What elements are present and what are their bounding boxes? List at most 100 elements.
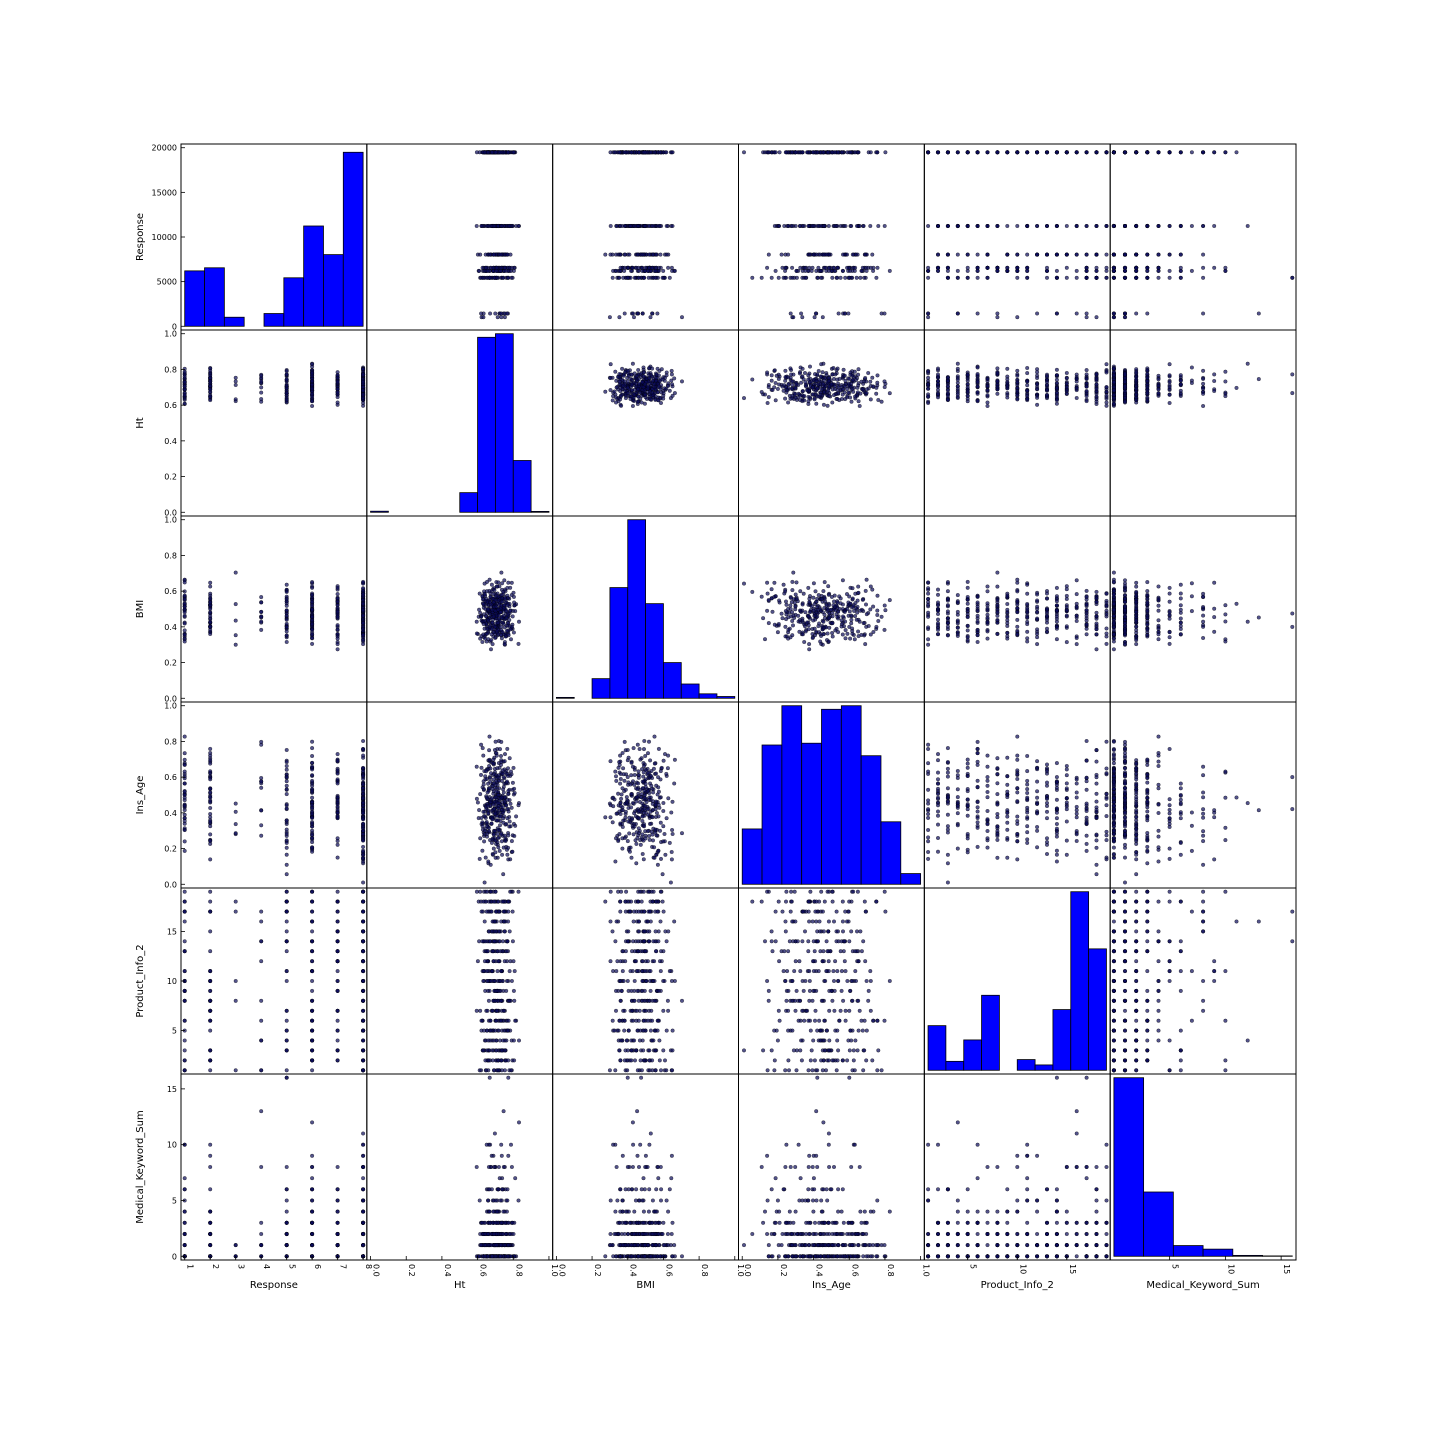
scatter-point — [608, 388, 613, 393]
scatter-point — [493, 150, 498, 155]
scatter-point — [783, 624, 788, 629]
scatter-point — [1167, 373, 1172, 378]
scatter-point — [1045, 591, 1049, 596]
scatter-point — [772, 622, 777, 627]
scatter-point — [750, 275, 755, 280]
scatter-point — [1025, 629, 1030, 634]
scatter-point — [1156, 391, 1161, 396]
cell-Response-vs-Response — [180, 143, 368, 331]
scatter-point — [284, 624, 289, 629]
scatter-point — [835, 377, 840, 382]
scatter-point — [1074, 396, 1079, 400]
scatter-point — [499, 570, 504, 575]
scatter-point — [1054, 637, 1059, 642]
scatter-point — [509, 265, 514, 270]
scatter-point — [864, 624, 869, 629]
hist-bar-BMI-6 — [663, 662, 682, 699]
scatter-point — [849, 617, 854, 622]
scatter-point — [1084, 275, 1089, 280]
scatter-point — [608, 376, 613, 380]
scatter-point — [1104, 370, 1109, 375]
scatter-point — [965, 150, 970, 155]
scatter-point — [882, 379, 887, 384]
scatter-point — [812, 397, 817, 402]
scatter-point — [926, 150, 931, 155]
scatter-point — [1123, 384, 1127, 389]
scatter-point — [786, 252, 791, 257]
scatter-point — [842, 311, 847, 316]
scatter-point — [648, 397, 653, 402]
scatter-point — [508, 608, 513, 613]
scatter-point — [1074, 275, 1079, 280]
scatter-point — [1005, 602, 1010, 606]
scatter-point — [830, 275, 835, 280]
scatter-point — [658, 150, 662, 155]
scatter-point — [843, 224, 848, 228]
scatter-point — [1025, 366, 1030, 370]
scatter-point — [1123, 252, 1127, 257]
scatter-point — [1074, 613, 1079, 618]
scatter-point — [1084, 224, 1089, 228]
scatter-point — [975, 384, 980, 389]
scatter-point — [1212, 265, 1217, 270]
scatter-point — [800, 389, 805, 394]
cell-frame — [1109, 329, 1297, 517]
scatter-point — [1189, 150, 1194, 155]
scatter-point — [1111, 366, 1116, 371]
scatter-point — [852, 369, 857, 374]
scatter-point — [853, 394, 858, 399]
scatter-point — [656, 384, 661, 389]
scatter-point — [1094, 382, 1099, 387]
scatter-point — [832, 599, 836, 604]
scatter-point — [811, 150, 816, 155]
scatter-point — [1035, 150, 1040, 155]
scatter-point — [647, 224, 651, 228]
scatter-point — [995, 371, 1000, 376]
scatter-point — [864, 577, 869, 582]
scatter-point — [803, 629, 808, 634]
scatter-point — [506, 596, 511, 600]
scatter-point — [1156, 265, 1161, 270]
scatter-point — [502, 578, 507, 583]
scatter-point — [1167, 150, 1172, 155]
scatter-point — [1045, 374, 1049, 379]
scatter-point — [1123, 150, 1127, 155]
scatter-point — [629, 268, 634, 273]
scatter-point — [786, 400, 791, 405]
scatter-point — [995, 268, 1000, 273]
hist-bar-response-2 — [204, 267, 225, 327]
scatter-point — [361, 388, 366, 393]
scatter-point — [1189, 381, 1194, 385]
scatter-point — [182, 580, 187, 585]
scatter-point — [208, 383, 213, 388]
scatter-point — [1111, 268, 1116, 273]
scatter-point — [854, 252, 858, 257]
scatter-point — [1123, 268, 1127, 273]
scatter-point — [1145, 398, 1150, 403]
scatter-point — [874, 624, 879, 629]
scatter-point — [766, 385, 771, 390]
scatter-point — [1145, 252, 1150, 257]
scatter-point — [1094, 397, 1099, 402]
scatter-point — [779, 252, 784, 257]
scatter-point — [1094, 610, 1099, 615]
scatter-point — [786, 224, 791, 228]
scatter-point — [361, 638, 366, 643]
scatter-point — [484, 631, 489, 636]
cell-Ht-vs-Ht — [366, 329, 554, 517]
scatter-point — [1064, 224, 1069, 228]
scatter-point — [635, 311, 640, 316]
scatter-point — [1111, 252, 1116, 257]
scatter-point — [310, 580, 315, 585]
scatter-point — [310, 622, 315, 626]
scatter-point — [805, 620, 810, 625]
scatter-point — [659, 367, 664, 372]
scatter-point — [798, 589, 803, 594]
scatter-point — [1256, 377, 1261, 382]
scatter-point — [887, 598, 892, 603]
scatter-point — [492, 588, 497, 593]
scatter-point — [765, 580, 770, 585]
scatter-point — [1045, 252, 1049, 257]
scatter-point — [826, 608, 831, 612]
scatter-point — [995, 613, 1000, 618]
